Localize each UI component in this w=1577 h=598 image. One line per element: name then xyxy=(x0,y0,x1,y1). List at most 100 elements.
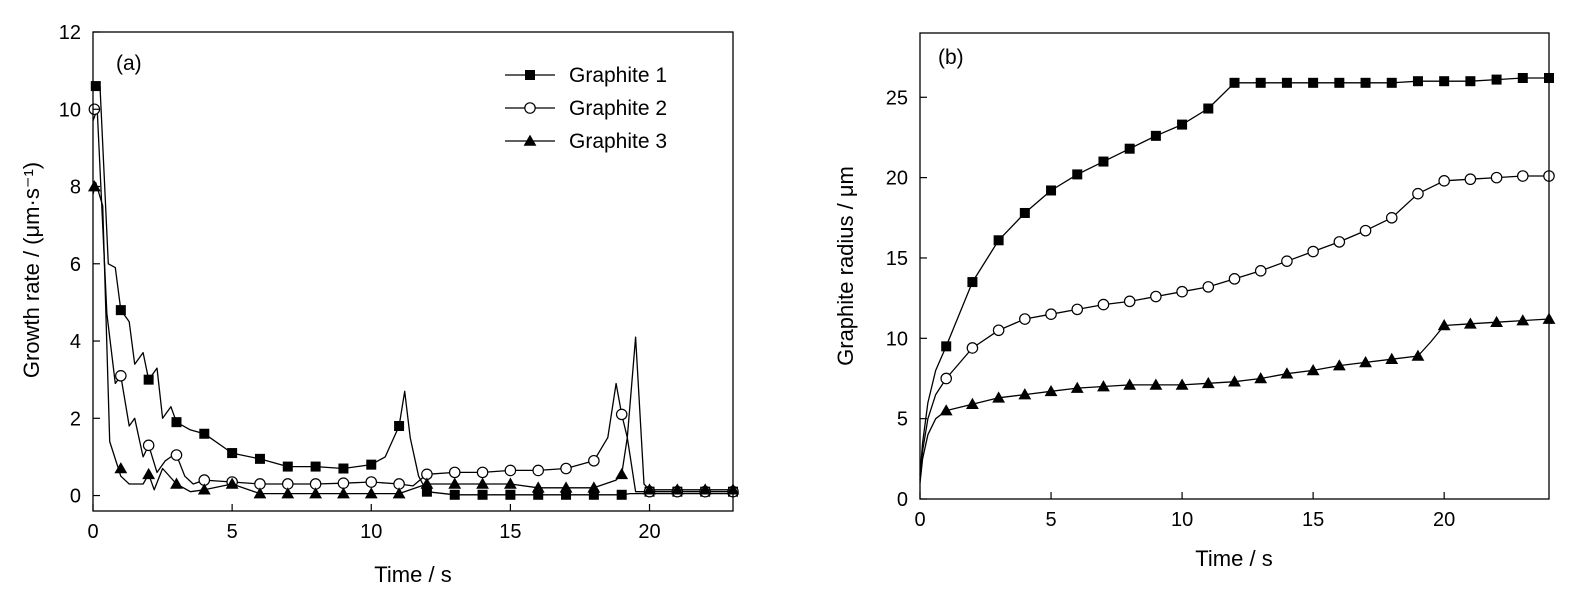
data-point-series-1 xyxy=(449,489,460,500)
data-point-series-1 xyxy=(1517,72,1528,83)
panel-b-frame xyxy=(919,32,1550,500)
data-point-series-2 xyxy=(1228,273,1241,285)
data-point-series-3 xyxy=(1411,349,1425,361)
data-point-series-1 xyxy=(1150,130,1161,141)
data-point-series-2 xyxy=(1516,170,1529,182)
data-point-series-2 xyxy=(1071,303,1084,316)
y-tick-label: 4 xyxy=(70,331,81,353)
data-point-series-3 xyxy=(448,477,462,489)
data-point-series-3 xyxy=(643,483,656,495)
data-point-series-3 xyxy=(1201,376,1215,389)
legend-marker-2 xyxy=(524,102,536,114)
data-point-series-3 xyxy=(1516,314,1530,326)
data-point-series-3 xyxy=(992,391,1006,403)
data-point-series-2 xyxy=(1202,281,1215,293)
data-point-series-3 xyxy=(939,404,953,416)
panel-b-marks xyxy=(919,72,1556,483)
data-point-series-2 xyxy=(1333,236,1346,248)
data-point-series-1 xyxy=(993,235,1004,246)
data-point-series-1 xyxy=(967,277,978,288)
data-point-series-1 xyxy=(477,489,488,500)
series-line-2 xyxy=(92,108,733,493)
data-point-series-1 xyxy=(1491,74,1502,85)
data-point-series-3 xyxy=(170,477,183,489)
y-tick-label: 0 xyxy=(897,489,908,511)
data-point-series-3 xyxy=(1306,364,1320,376)
data-point-series-1 xyxy=(1203,103,1214,114)
panel-a-x-axis-label: Time / s xyxy=(374,562,451,587)
data-point-series-1 xyxy=(282,461,293,472)
data-point-series-3 xyxy=(1463,317,1477,329)
data-point-series-3 xyxy=(364,487,378,499)
panel-a-label: (a) xyxy=(116,52,142,75)
data-point-series-3 xyxy=(1044,384,1058,397)
data-point-series-1 xyxy=(1334,77,1345,88)
data-point-series-1 xyxy=(561,489,572,500)
panel-a-legend: Graphite 1 Graphite 2 Graphite 3 xyxy=(505,64,667,153)
data-point-series-1 xyxy=(616,489,627,500)
data-point-series-1 xyxy=(1072,169,1083,180)
legend-marker-3 xyxy=(523,134,537,146)
panel-a-ticks: 0 5 10 15 20 0 2 4 6 8 10 12 xyxy=(59,22,661,543)
data-point-series-2 xyxy=(170,449,183,461)
data-point-series-1 xyxy=(1229,77,1240,88)
data-point-series-1 xyxy=(1412,76,1423,87)
y-tick-label: 10 xyxy=(886,328,908,350)
data-point-series-1 xyxy=(394,421,405,432)
y-tick-label: 15 xyxy=(886,248,908,270)
data-point-series-1 xyxy=(115,305,126,316)
data-point-series-1 xyxy=(1465,76,1476,87)
data-point-series-2 xyxy=(532,464,545,477)
x-tick-label: 15 xyxy=(1302,509,1324,531)
legend-marker-1 xyxy=(525,70,535,80)
data-point-series-3 xyxy=(1175,378,1189,390)
data-point-series-3 xyxy=(670,483,684,495)
data-point-series-1 xyxy=(533,489,544,500)
x-tick-label: 5 xyxy=(227,521,238,543)
data-point-series-3 xyxy=(1332,359,1346,371)
data-point-series-3 xyxy=(337,487,350,499)
data-point-series-3 xyxy=(476,477,489,489)
data-point-series-2 xyxy=(448,466,461,479)
legend-label-2: Graphite 2 xyxy=(569,97,667,120)
data-point-series-2 xyxy=(1490,171,1503,184)
data-point-series-2 xyxy=(1045,308,1057,321)
data-point-series-1 xyxy=(421,486,432,497)
data-point-series-2 xyxy=(560,462,572,475)
data-point-series-3 xyxy=(1280,367,1294,379)
data-point-series-3 xyxy=(587,481,601,493)
y-tick-label: 25 xyxy=(886,87,908,109)
data-point-series-2 xyxy=(1412,187,1424,200)
data-point-series-1 xyxy=(338,463,349,474)
data-point-series-2 xyxy=(1464,173,1477,186)
legend-label-3: Graphite 3 xyxy=(569,130,667,153)
y-tick-label: 12 xyxy=(59,22,81,44)
data-point-series-2 xyxy=(1097,298,1110,311)
data-point-series-1 xyxy=(254,453,265,464)
panel-b-x-axis-label: Time / s xyxy=(1195,546,1272,571)
x-tick-label: 15 xyxy=(499,521,521,543)
data-point-series-3 xyxy=(966,397,979,409)
y-tick-label: 2 xyxy=(70,408,81,430)
x-tick-label: 0 xyxy=(87,521,98,543)
legend-label-1: Graphite 1 xyxy=(569,64,667,87)
panel-b-ticks: 0 5 10 15 20 0 5 10 15 20 25 xyxy=(886,87,1456,531)
panel-a-frame xyxy=(92,31,734,512)
data-point-series-2 xyxy=(1359,224,1372,237)
data-point-series-2 xyxy=(1123,295,1136,308)
series-line-2 xyxy=(919,175,1549,480)
data-point-series-3 xyxy=(87,180,101,192)
series-line-1 xyxy=(919,77,1549,475)
y-tick-label: 6 xyxy=(70,254,81,276)
data-point-series-2 xyxy=(940,372,953,385)
data-point-series-3 xyxy=(503,477,517,489)
data-point-series-2 xyxy=(1150,290,1162,303)
data-point-series-1 xyxy=(310,461,321,472)
data-point-series-2 xyxy=(966,342,979,354)
data-point-series-1 xyxy=(227,448,238,459)
data-point-series-3 xyxy=(114,462,128,474)
data-point-series-3 xyxy=(531,481,545,493)
data-point-series-1 xyxy=(171,417,182,428)
